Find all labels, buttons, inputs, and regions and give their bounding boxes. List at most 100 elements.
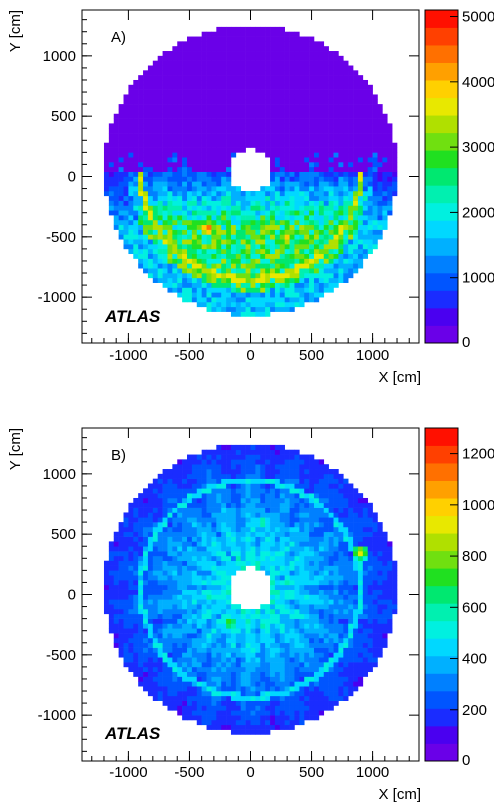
- heatmap-cell: [162, 662, 168, 668]
- heatmap-cell: [284, 459, 290, 465]
- heatmap-cell: [201, 118, 207, 124]
- heatmap-cell: [323, 65, 329, 71]
- heatmap-cell: [182, 637, 188, 644]
- heatmap-cell: [147, 546, 154, 552]
- heatmap-cell: [294, 224, 300, 230]
- heatmap-cell: [235, 681, 242, 687]
- heatmap-cell: [206, 263, 212, 269]
- heatmap-cell: [196, 224, 202, 230]
- heatmap-cell: [255, 123, 261, 129]
- heatmap-cell: [274, 647, 281, 653]
- heatmap-cell: [182, 565, 188, 571]
- heatmap-cell: [338, 195, 344, 201]
- heatmap-cell: [167, 652, 173, 658]
- heatmap-cell: [304, 599, 310, 605]
- heatmap-cell: [230, 60, 237, 66]
- heatmap-cell: [172, 65, 178, 71]
- heatmap-cell: [289, 253, 295, 259]
- heatmap-cell: [245, 229, 251, 235]
- heatmap-cell: [187, 224, 193, 230]
- heatmap-cell: [230, 729, 237, 735]
- heatmap-cell: [318, 287, 325, 293]
- heatmap-cell: [206, 277, 212, 283]
- heatmap-cell: [206, 258, 212, 264]
- heatmap-cell: [216, 263, 222, 269]
- heatmap-cell: [172, 147, 178, 153]
- heatmap-cell: [289, 570, 295, 576]
- heatmap-cell: [294, 483, 300, 489]
- heatmap-cell: [113, 186, 119, 192]
- heatmap-cell: [235, 84, 242, 90]
- heatmap-cell: [328, 147, 334, 153]
- heatmap-cell: [304, 248, 310, 255]
- heatmap-cell: [118, 570, 124, 576]
- heatmap-cell: [284, 94, 290, 100]
- heatmap-cell: [382, 176, 388, 182]
- heatmap-cell: [260, 55, 266, 61]
- heatmap-cell: [211, 190, 217, 197]
- heatmap-cell: [255, 666, 261, 673]
- heatmap-cell: [162, 469, 168, 475]
- heatmap-cell: [182, 157, 188, 163]
- heatmap-cell: [372, 166, 378, 172]
- heatmap-cell: [230, 623, 237, 629]
- heatmap-cell: [187, 181, 193, 187]
- heatmap-cell: [377, 205, 383, 211]
- heatmap-cell: [299, 464, 305, 470]
- heatmap-cell: [279, 642, 285, 648]
- heatmap-cell: [357, 181, 364, 187]
- heatmap-cell: [235, 258, 242, 264]
- heatmap-cell: [167, 273, 173, 279]
- heatmap-cell: [167, 580, 173, 586]
- heatmap-cell: [309, 244, 315, 250]
- heatmap-cell: [309, 166, 315, 172]
- heatmap-cell: [216, 724, 222, 730]
- heatmap-cell: [226, 652, 232, 658]
- heatmap-cell: [250, 719, 256, 726]
- heatmap-cell: [377, 133, 383, 139]
- heatmap-cell: [108, 147, 115, 153]
- heatmap-cell: [362, 234, 369, 240]
- heatmap-cell: [226, 258, 232, 264]
- heatmap-cell: [133, 565, 139, 571]
- heatmap-cell: [260, 46, 266, 52]
- heatmap-cell: [279, 142, 285, 148]
- heatmap-cell: [196, 628, 202, 634]
- heatmap-cell: [211, 681, 217, 687]
- heatmap-cell: [118, 580, 124, 586]
- heatmap-cell: [143, 589, 149, 595]
- heatmap-cell: [255, 258, 261, 264]
- heatmap-cell: [147, 599, 154, 605]
- heatmap-cell: [147, 637, 154, 644]
- heatmap-cell: [206, 589, 212, 595]
- heatmap-cell: [216, 195, 222, 201]
- heatmap-cell: [206, 681, 212, 687]
- heatmap-cell: [245, 46, 251, 52]
- heatmap-cell: [255, 55, 261, 61]
- heatmap-cell: [196, 497, 202, 504]
- heatmap-cell: [172, 162, 178, 168]
- heatmap-cell: [177, 628, 183, 634]
- heatmap-cell: [348, 263, 354, 269]
- heatmap-cell: [245, 700, 251, 706]
- heatmap-cell: [338, 84, 344, 90]
- heatmap-cell: [206, 555, 212, 562]
- heatmap-cell: [255, 287, 261, 293]
- heatmap-cell: [147, 171, 154, 177]
- heatmap-cell: [143, 244, 149, 250]
- heatmap-cell: [177, 517, 183, 523]
- heatmap-cell: [196, 594, 202, 600]
- heatmap-cell: [284, 75, 290, 81]
- heatmap-cell: [274, 215, 281, 221]
- heatmap-cell: [133, 517, 139, 523]
- heatmap-cell: [138, 599, 144, 605]
- heatmap-cell: [279, 488, 285, 494]
- heatmap-cell: [255, 89, 261, 95]
- heatmap-cell: [289, 186, 295, 192]
- heatmap-cell: [270, 162, 276, 168]
- heatmap-cell: [343, 123, 349, 129]
- heatmap-cell: [245, 65, 251, 71]
- heatmap-cell: [353, 94, 359, 100]
- heatmap-cell: [372, 229, 378, 235]
- heatmap-cell: [362, 128, 369, 134]
